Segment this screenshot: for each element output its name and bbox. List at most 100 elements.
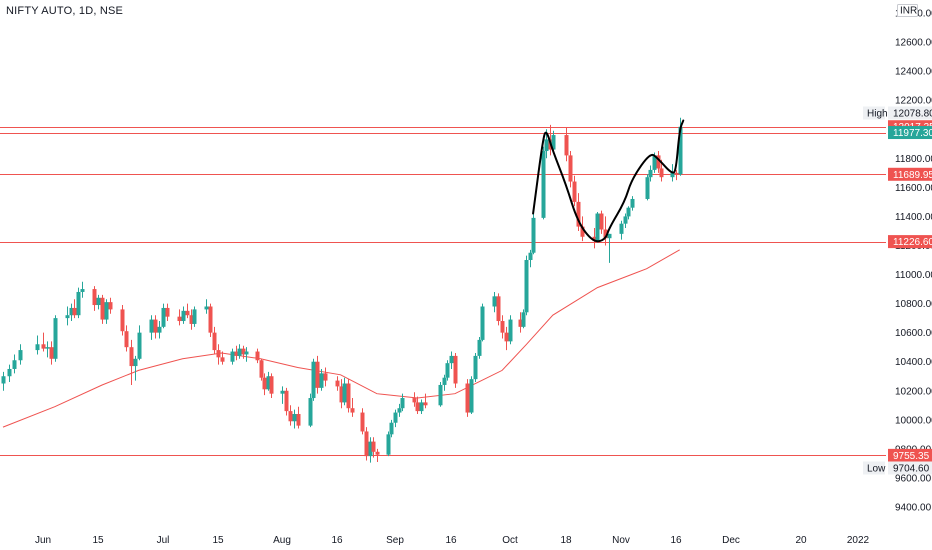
candle-body-up bbox=[397, 408, 402, 413]
time-tick-label: Dec bbox=[722, 535, 740, 546]
candle-body-down bbox=[496, 296, 501, 322]
candle-body-up bbox=[607, 233, 612, 239]
candle-body-down bbox=[100, 297, 105, 320]
candle-body-up bbox=[480, 306, 485, 340]
candle-body-down bbox=[364, 431, 369, 457]
candle-body-down bbox=[500, 321, 505, 333]
candle-body-up bbox=[311, 361, 316, 399]
candle-body-up bbox=[80, 289, 85, 292]
candle-body-down bbox=[576, 201, 581, 227]
candle-body-down bbox=[120, 309, 125, 332]
price-tick-label: 12200.00 bbox=[895, 96, 932, 107]
candle-body-up bbox=[419, 402, 424, 412]
candle-body-up bbox=[104, 302, 109, 320]
candle-body-down bbox=[49, 347, 54, 359]
high-caption-box bbox=[863, 106, 885, 120]
candle-body-up bbox=[645, 177, 650, 199]
candle-body-up bbox=[204, 306, 209, 310]
candle-body-down bbox=[350, 408, 355, 413]
time-tick-label: Jun bbox=[35, 535, 51, 546]
candle-body-up bbox=[438, 384, 443, 406]
level-3-tag-label: 9755.35 bbox=[893, 451, 930, 462]
high-value-box bbox=[888, 106, 932, 120]
candle-body-down bbox=[346, 383, 351, 409]
candle-body-down bbox=[72, 307, 77, 316]
candle-body-down bbox=[284, 390, 289, 412]
candle-body-down bbox=[177, 316, 182, 322]
price-tick-label: 12400.00 bbox=[895, 67, 932, 78]
candle-body-down bbox=[504, 332, 509, 342]
candle-body-up bbox=[386, 434, 391, 455]
candle-body-down bbox=[339, 386, 344, 403]
candle-body-up bbox=[192, 309, 197, 324]
candle-body-down bbox=[423, 402, 428, 406]
candle-body-down bbox=[656, 155, 661, 169]
freehand-drawing-path bbox=[532, 119, 685, 243]
candle-body-down bbox=[580, 226, 585, 237]
price-tick-label: 11600.00 bbox=[895, 183, 932, 194]
candle-body-down bbox=[465, 383, 470, 413]
candle-body-up bbox=[45, 347, 50, 349]
candle-body-down bbox=[315, 361, 320, 388]
candle-body-up bbox=[157, 326, 162, 333]
candle-body-down bbox=[262, 377, 267, 390]
candle-body-up bbox=[76, 291, 81, 316]
candle-body-up bbox=[308, 398, 313, 426]
candle-body-up bbox=[280, 390, 285, 394]
low-caption: Low bbox=[867, 464, 886, 475]
price-tick-label: 11000.00 bbox=[895, 270, 932, 281]
candle-body-down bbox=[568, 155, 573, 182]
time-tick-label: Sep bbox=[386, 535, 404, 546]
candle-body-down bbox=[296, 414, 301, 426]
candle-body-up bbox=[528, 252, 533, 260]
candle-body-up bbox=[12, 360, 17, 369]
high-value: 12078.80 bbox=[893, 109, 932, 120]
candle-body-down bbox=[453, 355, 458, 384]
candle-body-up bbox=[244, 351, 249, 355]
candle-body-down bbox=[288, 411, 293, 422]
time-tick-label: 15 bbox=[92, 535, 104, 546]
candle-body-up bbox=[400, 398, 405, 409]
time-tick-label: 15 bbox=[212, 535, 224, 546]
low-caption-box bbox=[863, 461, 885, 475]
candle-body-up bbox=[230, 351, 235, 362]
candle-body-down bbox=[564, 135, 569, 156]
horizontal-levels bbox=[0, 127, 886, 456]
price-tick-label: 10400.00 bbox=[895, 357, 932, 368]
candle-body-up bbox=[648, 169, 653, 178]
candle-body-up bbox=[181, 310, 186, 322]
candle-body-up bbox=[65, 315, 70, 319]
candle-body-up bbox=[678, 126, 683, 175]
candle-body-up bbox=[35, 344, 40, 351]
candle-body-up bbox=[544, 139, 549, 152]
candle-body-up bbox=[524, 260, 529, 313]
price-tick-label: 10600.00 bbox=[895, 328, 932, 339]
candle-body-up bbox=[7, 368, 12, 377]
candle-body-down bbox=[572, 181, 577, 202]
candle-body-down bbox=[212, 332, 217, 351]
price-tick-label: 10000.00 bbox=[895, 415, 932, 426]
candle-body-down bbox=[659, 168, 664, 178]
candle-body-up bbox=[449, 355, 454, 364]
candle-body-down bbox=[360, 412, 365, 432]
low-value-box bbox=[888, 461, 932, 475]
candle-body-up bbox=[670, 172, 675, 178]
candle-body-down bbox=[415, 402, 420, 412]
candle-body-up bbox=[137, 332, 142, 359]
candle-body-down bbox=[518, 319, 523, 327]
candle-body-down bbox=[189, 315, 194, 324]
candle-body-down bbox=[108, 302, 113, 310]
price-tick-label: 12600.00 bbox=[895, 38, 932, 49]
price-tags: High12078.8012017.3511977.3011689.951122… bbox=[863, 106, 932, 475]
candle-body-down bbox=[129, 347, 134, 367]
candle-body-down bbox=[371, 441, 376, 452]
candle-body-down bbox=[241, 348, 246, 355]
candle-body-up bbox=[469, 379, 474, 413]
close-price-tag-label: 11977.30 bbox=[893, 128, 932, 139]
time-tick-label: 16 bbox=[331, 535, 343, 546]
candle-body-down bbox=[335, 380, 340, 387]
candle-body-down bbox=[124, 331, 129, 348]
time-tick-label: Jul bbox=[157, 535, 170, 546]
candle-body-up bbox=[292, 414, 297, 422]
